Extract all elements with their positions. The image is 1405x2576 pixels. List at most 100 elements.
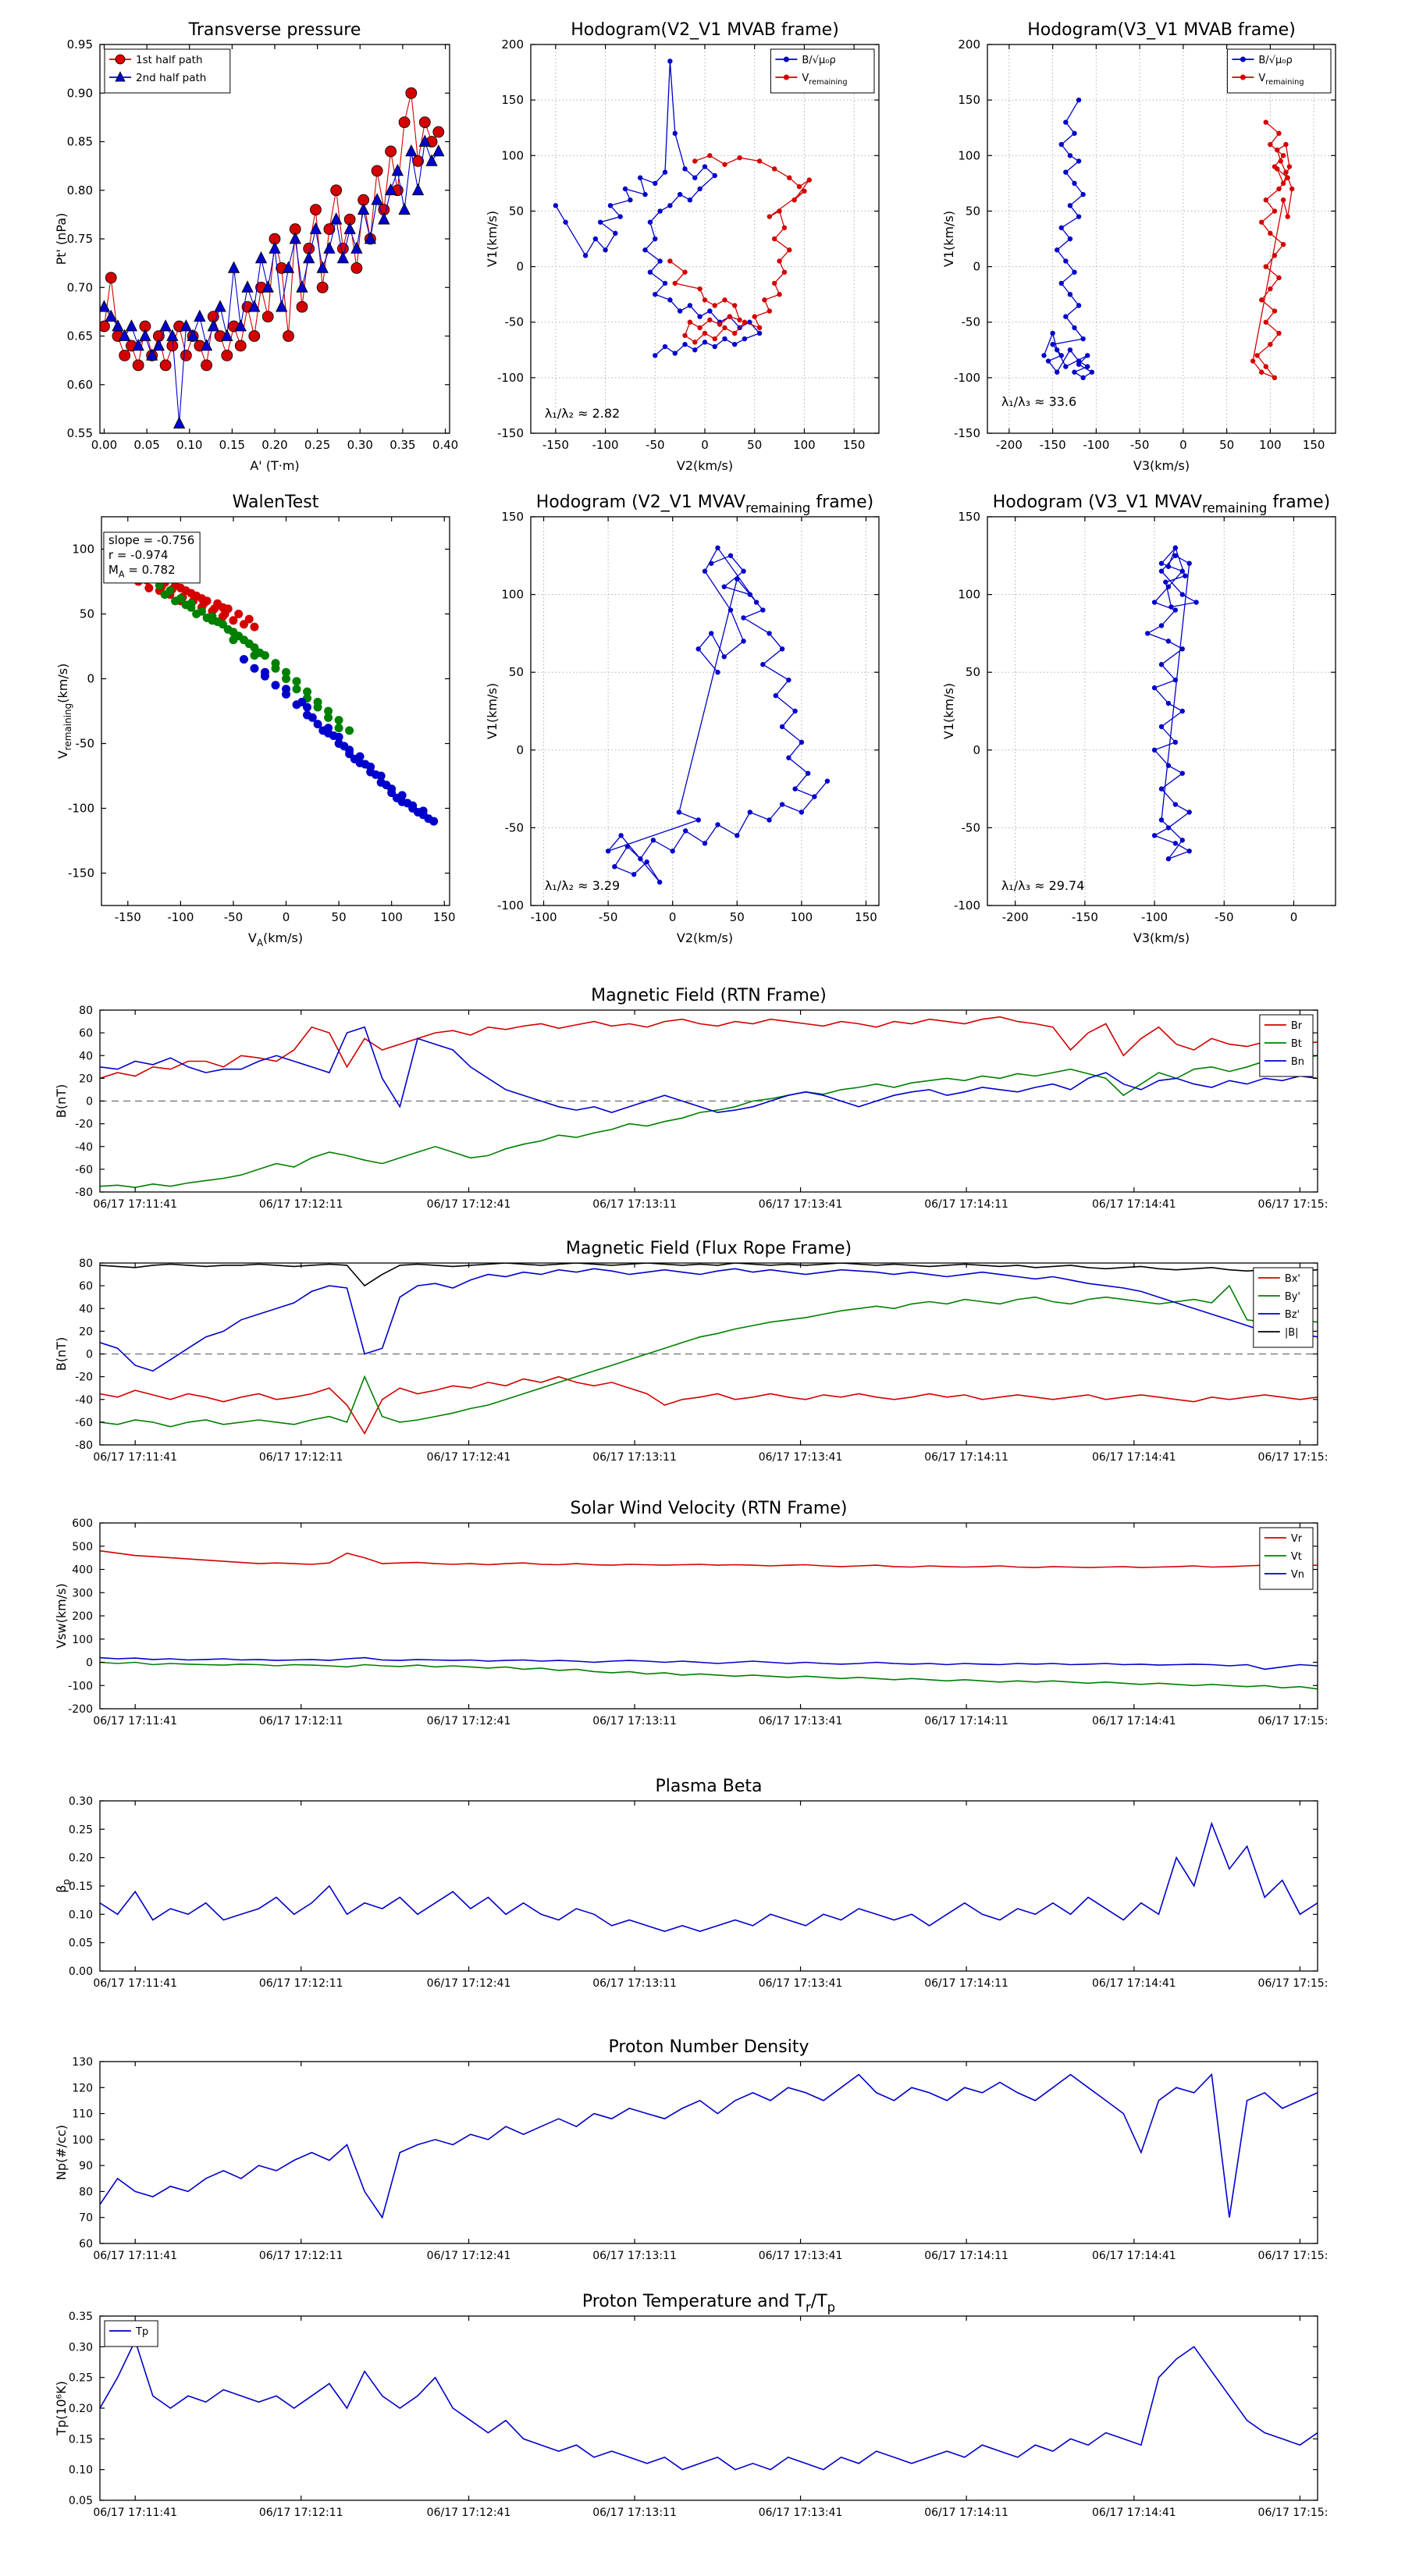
svg-text:06/17 17:13:11: 06/17 17:13:11 [592,2507,677,2519]
svg-text:50: 50 [730,910,745,924]
svg-text:06/17 17:13:11: 06/17 17:13:11 [592,2250,677,2262]
transverse-pressure-svg: 0.00 0.05 0.10 0.15 0.20 0.25 0.30 0.35 0.40 0.55… [54,20,458,473]
svg-text:B/√μ₀ρ: B/√μ₀ρ [1258,55,1292,66]
hodogram-v2v1-mvab-svg: -150 -100 -50 0 50 100 150 -150 -100 -50 0 50 100 150… [485,20,880,473]
svg-text:0.25: 0.25 [69,1823,93,1836]
svg-text:0: 0 [283,910,290,924]
svg-text:0: 0 [669,910,677,924]
chart-hodogram-v2v1-mvab: -150 -100 -50 0 50 100 150 -150 -100 -50 0 50 100 150… [468,12,890,480]
svg-text:0.30: 0.30 [69,1795,93,1808]
svg-text:06/17 17:12:11: 06/17 17:12:11 [259,2250,343,2262]
svg-text:150: 150 [855,910,877,924]
svg-text:-50: -50 [599,910,618,924]
svg-text:06/17 17:13:11: 06/17 17:13:11 [592,1451,677,1464]
svg-text:06/17 17:13:41: 06/17 17:13:41 [759,2507,843,2519]
svg-text:06/17 17:12:41: 06/17 17:12:41 [427,1715,511,1727]
svg-text:-60: -60 [75,1164,93,1176]
svg-text:150: 150 [843,438,866,452]
chart-hodogram-v2v1-mvav: -100 -50 0 50 100 150 -100 -50 0 50 100 150 Hodogram… [468,484,890,952]
svg-text:B/√μ₀ρ: B/√μ₀ρ [802,55,835,66]
svg-text:Bn: Bn [1291,1056,1304,1068]
svg-text:0.55: 0.55 [67,426,93,440]
svg-text:0.10: 0.10 [69,1909,93,1921]
svg-text:Solar Wind Velocity (RTN Frame: Solar Wind Velocity (RTN Frame) [571,1499,848,1518]
chart-hodogram-v3v1-mvav: -200 -150 -100 -50 0 -100 -50 0 50 100 150 Hodogram… [925,484,1346,952]
svg-text:A' (T·m): A' (T·m) [250,458,299,473]
svg-text:06/17 17:12:41: 06/17 17:12:41 [427,1977,511,1990]
svg-text:50: 50 [747,438,762,452]
svg-text:λ₁/λ₂ ≈ 2.82: λ₁/λ₂ ≈ 2.82 [545,406,620,421]
svg-text:Proton Temperature and Tr/Tp: Proton Temperature and Tr/Tp [582,2292,835,2315]
svg-text:0: 0 [86,1349,93,1361]
svg-text:200: 200 [72,1610,93,1623]
walen-test-svg: -150 -100 -50 0 50 100 150 -150 -100 -50 0 50 100 Wal… [55,493,456,948]
svg-text:Magnetic Field (RTN Frame): Magnetic Field (RTN Frame) [591,986,827,1005]
svg-text:06/17 17:11:41: 06/17 17:11:41 [93,1451,177,1464]
chart-plasma-beta: 06/17 17:11:41 06/17 17:12:11 06/17 17:12:… [47,1773,1327,2007]
svg-text:r = -0.974: r = -0.974 [108,548,169,562]
svg-text:By': By' [1285,1291,1300,1303]
svg-text:-50: -50 [1130,438,1150,452]
svg-text:0.00: 0.00 [69,1966,93,1978]
svg-text:0.80: 0.80 [67,183,93,197]
hodogram-v3v1-mvab-svg: -200 -150 -100 -50 0 50 100 150 -150 -100 -50 0 50 10… [941,20,1336,473]
svg-text:120: 120 [72,2082,93,2094]
hodogram-v3v1-mvav-svg: -200 -150 -100 -50 0 -100 -50 0 50 100 150 Hodogram… [941,493,1336,945]
svg-text:Pt' (nPa): Pt' (nPa) [54,213,69,265]
svg-text:06/17 17:12:11: 06/17 17:12:11 [259,1715,343,1727]
mag-rtn-svg: 06/17 17:11:41 06/17 17:12:11 06/17 17:12:… [54,986,1327,1211]
svg-text:06/17 17:13:41: 06/17 17:13:41 [759,2250,843,2262]
svg-text:06/17 17:14:11: 06/17 17:14:11 [924,1977,1008,1990]
svg-text:0.65: 0.65 [67,329,93,343]
svg-text:-50: -50 [962,315,981,329]
svg-text:-150: -150 [1040,438,1066,452]
svg-text:500: 500 [72,1541,93,1553]
svg-text:06/17 17:15:11: 06/17 17:15:11 [1258,1977,1327,1990]
svg-text:0.00: 0.00 [91,438,117,452]
svg-text:06/17 17:15:11: 06/17 17:15:11 [1258,1451,1327,1464]
svg-text:0.25: 0.25 [304,438,330,452]
svg-text:06/17 17:12:41: 06/17 17:12:41 [427,2507,511,2519]
svg-text:0.05: 0.05 [69,2495,93,2507]
hodogram-v2v1-mvav-svg: -100 -50 0 50 100 150 -100 -50 0 50 100 150 Hodogram… [485,493,880,945]
svg-text:300: 300 [72,1587,93,1599]
svg-text:06/17 17:14:41: 06/17 17:14:41 [1092,2507,1176,2519]
svg-text:0.30: 0.30 [347,438,373,452]
svg-text:λ₁/λ₂ ≈ 3.29: λ₁/λ₂ ≈ 3.29 [545,878,620,893]
svg-text:400: 400 [72,1564,93,1577]
svg-text:VA(km/s): VA(km/s) [248,930,303,948]
svg-text:06/17 17:12:41: 06/17 17:12:41 [427,2250,511,2262]
svg-text:100: 100 [380,910,403,924]
svg-text:Vn: Vn [1291,1569,1304,1581]
svg-text:06/17 17:12:41: 06/17 17:12:41 [427,1198,511,1211]
svg-text:100: 100 [72,2134,93,2147]
svg-text:V3(km/s): V3(km/s) [1133,458,1190,473]
svg-text:-200: -200 [996,438,1023,452]
svg-text:B(nT): B(nT) [54,1337,69,1371]
svg-text:600: 600 [72,1517,93,1530]
svg-text:100: 100 [793,438,816,452]
svg-text:110: 110 [72,2108,93,2121]
chart-walen-test: -150 -100 -50 0 50 100 150 -150 -100 -50 0 50 100 Wal… [39,484,461,952]
svg-text:Transverse pressure: Transverse pressure [188,20,361,40]
svg-text:-20: -20 [75,1372,93,1384]
svg-text:Proton Number Density: Proton Number Density [609,2037,809,2057]
svg-text:V1(km/s): V1(km/s) [941,683,956,739]
svg-text:-150: -150 [954,426,980,440]
svg-text:06/17 17:13:41: 06/17 17:13:41 [759,1451,843,1464]
svg-text:06/17 17:11:41: 06/17 17:11:41 [93,1198,177,1211]
svg-text:V1(km/s): V1(km/s) [485,211,500,267]
svg-text:100: 100 [501,148,524,162]
svg-text:-50: -50 [505,820,525,834]
svg-text:-100: -100 [497,898,524,913]
svg-text:|B|: |B| [1285,1327,1299,1339]
svg-text:Hodogram (V3_V1 MVAVremaining: Hodogram (V3_V1 MVAVremaining frame) [993,493,1331,516]
svg-text:-200: -200 [1002,910,1029,924]
svg-text:130: 130 [72,2056,93,2069]
svg-text:06/17 17:12:41: 06/17 17:12:41 [427,1451,511,1464]
svg-text:06/17 17:13:11: 06/17 17:13:11 [592,1198,677,1211]
svg-text:0.85: 0.85 [67,135,93,149]
svg-text:06/17 17:15:11: 06/17 17:15:11 [1258,1198,1327,1211]
svg-text:150: 150 [501,510,524,524]
svg-text:100: 100 [72,543,94,557]
